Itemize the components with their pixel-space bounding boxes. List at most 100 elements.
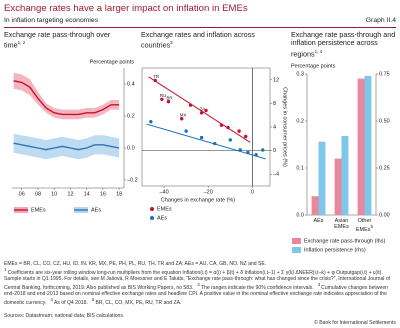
y-tick-label: 0.0	[127, 145, 135, 151]
y-tick-label: –0.2	[127, 177, 138, 183]
scatter-point	[149, 119, 153, 124]
footnote-number: 5	[91, 296, 95, 302]
x-tick-label: 14	[84, 191, 90, 197]
panel-title: Exchange rate pass-through and inflation…	[291, 30, 397, 58]
y-axis-title: Changes in consumer prices (%)	[282, 87, 288, 167]
scatter-point	[219, 123, 224, 127]
definitions: EMEs = BR, CL, CO, CZ, HU, ID, IN, KR, M…	[4, 261, 267, 267]
fit-line	[146, 123, 266, 160]
x-tick-label: Other EMEs	[355, 218, 372, 233]
footnote-number: 1	[4, 267, 7, 273]
confidence-band	[13, 133, 120, 160]
panel-title-note: 3	[170, 40, 173, 46]
confidence-band	[13, 72, 120, 120]
graph-id: Graph II.4	[365, 17, 396, 24]
x-tick-label: 06	[19, 191, 25, 197]
series-line	[13, 80, 120, 116]
bar	[334, 158, 342, 215]
panel-title: Exchange rates and inflation across coun…	[141, 30, 281, 50]
scatter-point	[199, 111, 204, 115]
panel-title-text: Exchange rate pass-through and inflation…	[291, 30, 396, 58]
panel-title-text: Exchange rate pass-through over time	[4, 30, 111, 50]
plot-frame	[141, 67, 271, 187]
footnote-text: BR, CL, CO, MX, PE, RU, TR and ZA.	[95, 299, 182, 306]
x-tick-label: 08	[35, 191, 41, 197]
point-label: BR	[166, 95, 172, 100]
bar	[311, 196, 319, 215]
y-tick-label: –4	[273, 172, 279, 178]
scatter-point	[166, 99, 171, 104]
bar	[318, 141, 326, 215]
scatter-point	[184, 129, 188, 133]
unit-label: Percentage points	[90, 59, 135, 65]
y-tick-label: 0.4	[127, 81, 135, 87]
scatter-point	[238, 148, 242, 152]
legend-label: AEs	[157, 215, 167, 221]
panel-title: Exchange rate pass-through over time1, 2	[4, 30, 129, 50]
page-subtitle: In inflation targeting economies	[4, 17, 99, 24]
legend-label: AEs	[91, 207, 101, 213]
scatter-point	[226, 125, 230, 130]
legend-swatch	[292, 247, 301, 253]
y-tick-label: 0.2	[127, 113, 135, 119]
footnote-list: 1Coefficients are six-year rolling windo…	[4, 267, 396, 306]
panel-title-note: 1, 4	[314, 48, 323, 54]
point-label: ZA	[200, 106, 206, 111]
y2-tick-label: 0.50	[379, 118, 390, 124]
x-tick-label: 0	[251, 189, 254, 195]
rule	[4, 27, 396, 28]
scatter-point	[153, 78, 157, 83]
footnote-text: Cumulative changes between end-2018 and …	[4, 284, 388, 306]
bar	[341, 136, 349, 215]
x-tick-label: Asian EMEs	[334, 218, 349, 230]
legend-marker	[150, 216, 154, 220]
x-tick-note: 5	[370, 224, 374, 229]
x-tick-label: 10	[51, 191, 57, 197]
bar	[364, 75, 372, 215]
legend-swatch	[292, 238, 301, 244]
x-axis-title: Changes in exchange rate (%)	[161, 197, 235, 203]
x-tick-label: –40	[159, 189, 168, 195]
scatter-point	[180, 117, 184, 121]
bar	[357, 78, 365, 215]
scatter-point	[246, 150, 250, 155]
x-category: Other EMEs5	[352, 218, 378, 233]
scatter-point	[244, 134, 248, 139]
legend-label: Exchange rate pass-through (lhs)	[304, 238, 385, 244]
unit-label: Percentage points	[291, 63, 336, 69]
y-tick-label: 0.0	[296, 212, 304, 218]
scatter-point	[237, 129, 241, 133]
legend-label: EMEs	[31, 207, 46, 213]
scatter-point	[204, 108, 208, 113]
panel-title-note: 1, 2	[17, 40, 26, 46]
scatter-point	[228, 138, 232, 142]
x-category: Asian EMEs	[329, 218, 355, 230]
y-tick-label: 0.1	[296, 165, 304, 171]
scatter-point	[160, 97, 164, 101]
x-category: AEs	[306, 218, 332, 224]
y-tick-label: 0.3	[296, 71, 304, 77]
x-tick-label: 16	[100, 191, 106, 197]
y-tick-label: 8	[273, 101, 276, 107]
scatter-point	[213, 141, 217, 146]
point-label: TR	[153, 74, 159, 79]
footnote-number: 4	[50, 296, 53, 302]
footnote-number: 2	[197, 281, 200, 287]
legend-label: Inflation persistence (rhs)	[304, 247, 366, 253]
x-tick-label: 18	[116, 191, 122, 197]
fit-line	[148, 76, 251, 143]
legend-marker	[150, 207, 154, 211]
x-tick-label: AEs	[313, 218, 324, 224]
y-tick-label: 0	[273, 148, 276, 154]
y-tick-label: 4	[273, 124, 276, 130]
footnote-number: 3	[317, 281, 321, 287]
copyright: © Bank for International Settlements	[314, 320, 396, 326]
footnote-text: As of Q4 2018.	[53, 299, 88, 306]
y-tick-label: 12	[273, 77, 279, 83]
x-tick-label: –20	[204, 189, 213, 195]
x-tick-label: 12	[67, 191, 73, 197]
footnote-text: Coefficients are six-year rolling window…	[4, 269, 391, 291]
footnotes: EMEs = BR, CL, CO, CZ, HU, ID, IN, KR, M…	[4, 261, 396, 306]
